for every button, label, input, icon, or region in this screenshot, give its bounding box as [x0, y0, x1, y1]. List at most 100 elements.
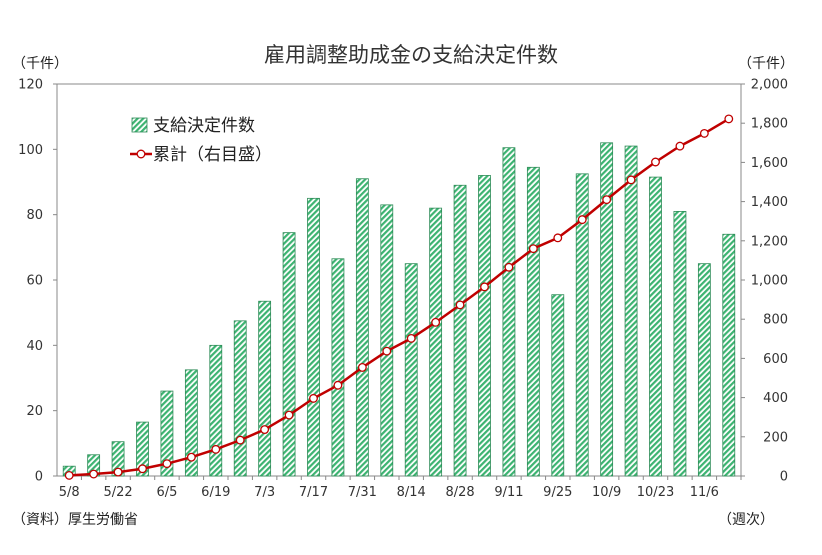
bar: [331, 258, 345, 477]
cumulative-point: [284, 410, 294, 420]
bar: [307, 197, 320, 477]
cumulative-point: [455, 300, 465, 310]
x-tick-label: 6/5: [156, 485, 177, 500]
bar: [575, 173, 589, 477]
x-tick-label: 5/8: [59, 485, 80, 500]
legend-bar-swatch: [131, 117, 148, 133]
x-axis-unit: （週次）: [718, 512, 774, 528]
right-axis-ticks: 0 200 400 600 800 1,000 1,200 1,400 1,600 1,800 2,…: [741, 78, 788, 485]
cumulative-point: [309, 393, 318, 403]
bar: [502, 147, 516, 477]
legend: 支給決定件数 累計（右目盛）: [130, 116, 272, 165]
bar: [184, 369, 198, 477]
cumulative-point: [626, 175, 636, 185]
cumulative-point: [675, 141, 685, 151]
cumulative-point: [431, 317, 441, 327]
bar: [526, 166, 540, 477]
right-tick-label: 200: [763, 430, 788, 445]
legend-line-marker: [136, 149, 146, 159]
left-tick-label: 40: [26, 339, 43, 354]
x-tick-label: 9/11: [494, 485, 523, 500]
cumulative-point: [699, 128, 709, 138]
x-tick-label: 6/19: [201, 485, 230, 500]
bar: [600, 142, 614, 477]
cumulative-point: [186, 452, 196, 462]
cumulative-point: [333, 380, 343, 390]
plot-area: [56, 83, 742, 477]
cumulative-point: [357, 362, 367, 372]
x-tick-label: 7/17: [299, 485, 328, 500]
cumulative-point: [577, 215, 587, 225]
bar: [478, 175, 491, 477]
plot-frame: [56, 83, 742, 477]
bar: [649, 176, 662, 477]
bar: [722, 233, 736, 477]
left-axis-ticks: 0 20 40 60 80 100 120: [18, 78, 57, 485]
x-tick-label: 5/22: [103, 485, 132, 500]
cumulative-point: [162, 459, 172, 469]
right-tick-label: 1,400: [751, 195, 788, 210]
left-tick-label: 0: [35, 470, 43, 485]
cumulative-point: [211, 444, 221, 454]
x-tick-label: 11/6: [690, 485, 719, 500]
right-tick-label: 1,000: [751, 274, 788, 289]
legend-line-label: 累計（右目盛）: [153, 145, 272, 165]
bar: [282, 232, 296, 477]
x-tick-label: 8/28: [445, 485, 474, 500]
right-axis-unit: （千件）: [738, 56, 794, 72]
bar-series: [62, 142, 736, 477]
cumulative-point: [480, 282, 489, 292]
x-tick-label: 7/31: [348, 485, 377, 500]
bar: [453, 184, 467, 477]
bar: [258, 300, 272, 477]
x-tick-label: 10/23: [637, 485, 674, 500]
right-tick-label: 1,600: [751, 156, 788, 171]
left-tick-label: 100: [18, 143, 43, 158]
right-tick-label: 800: [763, 313, 788, 328]
left-axis-unit: （千件）: [12, 56, 68, 72]
left-tick-label: 20: [26, 404, 43, 419]
cumulative-point: [406, 333, 416, 343]
cumulative-line: [69, 117, 730, 477]
right-tick-label: 1,200: [751, 234, 788, 249]
bar: [233, 320, 247, 477]
x-tick-label: 7/3: [254, 485, 275, 500]
cumulative-point: [553, 233, 563, 243]
cumulative-point: [113, 467, 123, 477]
bar: [697, 263, 711, 477]
cumulative-point: [724, 114, 734, 124]
cumulative-point: [651, 157, 660, 167]
right-tick-label: 600: [763, 352, 788, 367]
cumulative-point: [382, 346, 392, 356]
cumulative-point: [138, 464, 147, 474]
bar: [551, 294, 565, 477]
right-tick-label: 400: [763, 391, 788, 406]
bar: [429, 207, 443, 477]
x-tick-label: 9/25: [543, 485, 572, 500]
bar: [404, 263, 418, 477]
chart-title: 雇用調整助成金の支給決定件数: [264, 43, 558, 67]
x-axis-ticks: 5/8 5/22 6/5 6/19 7/3 7/17 7/31 8/14 8/28 9/11 9/2…: [59, 476, 742, 500]
legend-bar-label: 支給決定件数: [153, 116, 255, 136]
left-tick-label: 80: [26, 208, 43, 223]
bar: [673, 210, 687, 477]
left-tick-label: 60: [26, 274, 43, 289]
bar: [624, 145, 638, 477]
right-tick-label: 1,800: [751, 117, 788, 132]
source-note: （資料）厚生労働省: [12, 512, 138, 528]
line-series: [64, 114, 734, 480]
bar: [355, 178, 369, 477]
bar: [209, 344, 223, 477]
cumulative-point: [504, 262, 514, 272]
left-tick-label: 120: [18, 78, 43, 93]
right-tick-label: 2,000: [751, 78, 788, 93]
bar: [160, 390, 174, 477]
cumulative-point: [528, 244, 538, 254]
x-tick-label: 10/9: [592, 485, 621, 500]
bar: [136, 421, 149, 477]
cumulative-point: [260, 425, 270, 434]
cumulative-point: [64, 470, 74, 480]
right-tick-label: 0: [780, 470, 788, 485]
cumulative-point: [602, 195, 612, 205]
